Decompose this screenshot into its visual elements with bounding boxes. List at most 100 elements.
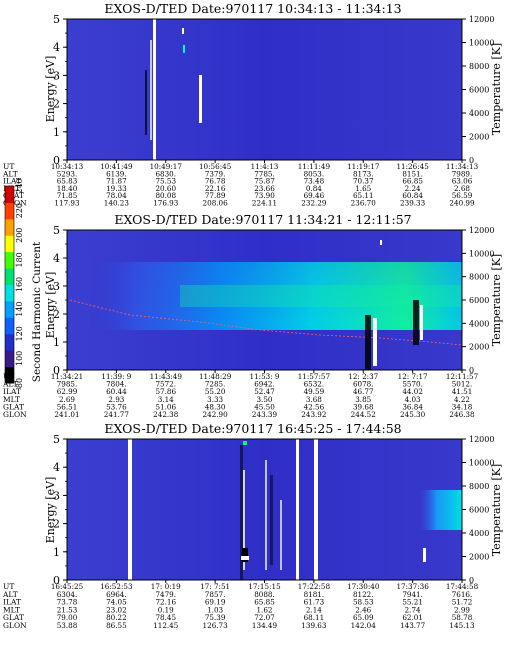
orbit-cell: 7804.	[106, 380, 127, 389]
panel-2-band-core	[180, 285, 462, 307]
panel-3-burst-2	[243, 470, 245, 570]
orbit-cell: 6532.	[304, 380, 325, 389]
panel-2-dropout-white	[373, 318, 377, 366]
orbit-cell: 6942.	[254, 380, 275, 389]
orbit-cell: 7941.	[402, 590, 423, 599]
orbit-cell: 241.77	[104, 410, 130, 419]
orbit-cell: 17:30:40	[347, 582, 380, 591]
orbit-cell: 41.51	[452, 387, 473, 396]
orbit-cell: 243.39	[252, 410, 278, 419]
panel-2: EXOS-D/TED Date:970117 11:34:21 - 12:11:…	[2, 212, 503, 419]
orbit-cell: 72.16	[155, 598, 176, 607]
colorbar-tick-label: 240	[15, 178, 24, 193]
colorbar-tick-label: 180	[15, 252, 24, 267]
panel-2-y2tick-label: 10000	[469, 249, 494, 258]
panel-2-dropout-white-2	[420, 305, 423, 340]
orbit-cell: 12: 2:37	[348, 372, 378, 381]
orbit-cell: 2.74	[405, 605, 421, 614]
orbit-cell: 77.89	[205, 191, 226, 200]
orbit-cell: 16:52:53	[100, 582, 133, 591]
orbit-cell: 12:11:57	[446, 372, 479, 381]
orbit-cell: 69.19	[205, 598, 226, 607]
orbit-cell: 46.77	[353, 387, 374, 396]
orbit-cell: 17:37:36	[396, 582, 429, 591]
panel-2-y2tick-label: 12000	[469, 226, 494, 235]
panel-1-ytick-label: 3	[53, 69, 60, 82]
orbit-cell: 241.01	[54, 410, 79, 419]
orbit-cell: 20.60	[155, 184, 176, 193]
orbit-cell: 74.05	[106, 598, 127, 607]
orbit-cell: 11:57:57	[298, 372, 331, 381]
panel-1-ytick-label: 1	[53, 126, 60, 139]
orbit-cell: 139.63	[301, 621, 327, 630]
panel-3-ylabel: Energy [eV]	[44, 477, 57, 544]
colorbar-swatch	[5, 202, 14, 220]
orbit-cell: 36.84	[402, 402, 423, 411]
orbit-cell: 0.19	[158, 605, 174, 614]
orbit-cell: 62.01	[402, 613, 423, 622]
orbit-cell: 142.04	[351, 621, 377, 630]
orbit-cell: 11:34:13	[446, 162, 479, 171]
panel-3-y2tick-label: 12000	[469, 435, 494, 444]
panel-1-ylabel: Energy [eV]	[44, 56, 57, 123]
orbit-cell: 69.46	[304, 191, 325, 200]
colorbar-tick-label: 160	[15, 277, 24, 292]
panel-1-y2tick-label: 2000	[469, 133, 489, 142]
panel-1: EXOS-D/TED Date:970117 10:34:13 - 11:34:…	[2, 1, 503, 208]
orbit-cell: 232.29	[301, 199, 327, 208]
orbit-cell: 21.53	[57, 605, 78, 614]
orbit-cell: 22.16	[205, 184, 226, 193]
orbit-cell: 11:43:49	[150, 372, 183, 381]
orbit-cell: 10:41:49	[100, 162, 133, 171]
orbit-cell: 239.33	[400, 199, 426, 208]
colorbar-ticks: 80 100 120 140 160 180 200 220 240	[15, 178, 24, 388]
orbit-cell: 18.40	[57, 184, 78, 193]
panel-2-title: EXOS-D/TED Date:970117 11:34:21 - 12:11:…	[114, 212, 411, 227]
orbit-cell: 55.20	[205, 387, 226, 396]
colorbar-swatch	[5, 218, 14, 236]
orbit-cell: 48.30	[205, 402, 226, 411]
orbit-cell: 6964.	[106, 590, 127, 599]
orbit-cell: 71.85	[57, 191, 78, 200]
orbit-cell: 60.84	[402, 191, 423, 200]
panel-3-ytick-label: 0	[53, 574, 60, 587]
orbit-cell: 75.39	[205, 613, 226, 622]
orbit-row-label: GLON	[3, 621, 27, 630]
orbit-cell: 8088.	[254, 590, 275, 599]
panel-1-burst-dark	[145, 70, 147, 135]
orbit-row-label: ILAT	[3, 598, 21, 607]
orbit-cell: 7989.	[452, 169, 473, 178]
colorbar-swatches	[4, 185, 15, 384]
orbit-cell: 10:34:13	[51, 162, 84, 171]
orbit-cell: 3.85	[355, 395, 371, 404]
orbit-cell: 7285.	[205, 380, 226, 389]
panel-3-burst-4	[270, 475, 273, 565]
panel-3-ytick-label: 1	[53, 546, 60, 559]
colorbar-swatch	[5, 268, 14, 285]
orbit-cell: 2.24	[405, 184, 421, 193]
orbit-row-label: GLAT	[3, 613, 24, 622]
panel-1-plot-area	[67, 19, 462, 160]
panel-3-burst-5	[280, 500, 282, 570]
colorbar-swatch	[5, 350, 14, 368]
orbit-cell: 7616.	[452, 590, 473, 599]
orbit-row-label: ILAT	[3, 387, 21, 396]
orbit-cell: 53.76	[106, 402, 127, 411]
orbit-cell: 8122.	[353, 590, 374, 599]
orbit-cell: 72.07	[254, 613, 275, 622]
panel-2-y2tick-label: 6000	[469, 296, 489, 305]
orbit-row-label: GLON	[3, 410, 27, 419]
panel-3-burst-3	[265, 460, 267, 570]
orbit-cell: 7572.	[155, 380, 176, 389]
panel-3-title: EXOS-D/TED Date:970117 16:45:25 - 17:44:…	[104, 421, 401, 436]
orbit-cell: 17:44:58	[446, 582, 479, 591]
orbit-cell: 236.70	[351, 199, 377, 208]
orbit-cell: 7479.	[155, 590, 176, 599]
panel-3-burst-1	[240, 445, 243, 580]
panel-1-speck	[183, 45, 185, 53]
orbit-cell: 23.66	[254, 184, 275, 193]
panel-3-gap-stripe-2	[296, 439, 299, 580]
orbit-cell: 224.11	[252, 199, 277, 208]
